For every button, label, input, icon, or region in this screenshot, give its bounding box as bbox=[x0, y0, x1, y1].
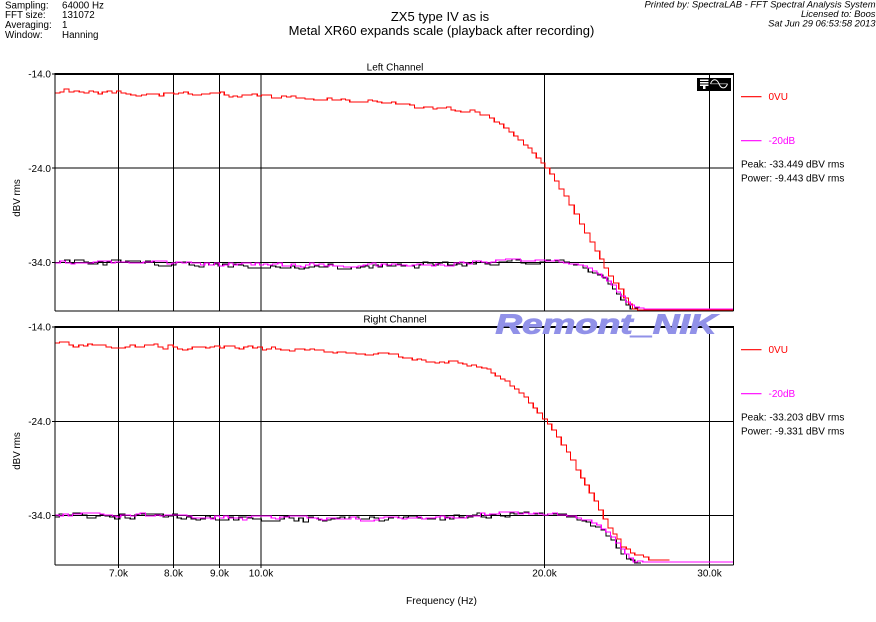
svg-text:ZX5 type IV as is: ZX5 type IV as is bbox=[391, 9, 490, 24]
svg-text:Sampling:: Sampling: bbox=[5, 0, 49, 11]
svg-text:-20dB: -20dB bbox=[769, 136, 796, 147]
svg-text:dBV rms: dBV rms bbox=[12, 179, 23, 217]
svg-text:30.0k: 30.0k bbox=[697, 568, 722, 579]
svg-text:Window:: Window: bbox=[5, 30, 43, 41]
svg-text:Peak: -33.449 dBV rms: Peak: -33.449 dBV rms bbox=[741, 159, 844, 170]
svg-text:0VU: 0VU bbox=[769, 92, 788, 103]
svg-text:Hanning: Hanning bbox=[62, 30, 99, 41]
svg-text:Left Channel: Left Channel bbox=[367, 62, 424, 73]
svg-text:-24.0: -24.0 bbox=[28, 417, 51, 428]
svg-text:-20dB: -20dB bbox=[769, 389, 796, 400]
svg-text:-24.0: -24.0 bbox=[28, 164, 51, 175]
svg-text:0VU: 0VU bbox=[769, 345, 788, 356]
svg-text:-14.0: -14.0 bbox=[28, 323, 51, 334]
svg-text:-34.0: -34.0 bbox=[28, 511, 51, 522]
svg-text:Licensed to: Boos: Licensed to: Boos bbox=[801, 8, 876, 19]
svg-text:1: 1 bbox=[62, 20, 67, 31]
svg-text:Metal XR60 expands scale (play: Metal XR60 expands scale (playback after… bbox=[289, 23, 595, 38]
svg-text:10.0k: 10.0k bbox=[249, 568, 274, 579]
svg-text:Power: -9.331 dBV rms: Power: -9.331 dBV rms bbox=[741, 427, 844, 438]
svg-text:Averaging:: Averaging: bbox=[5, 20, 52, 31]
svg-text:Right Channel: Right Channel bbox=[363, 314, 426, 325]
svg-text:dBV rms: dBV rms bbox=[12, 432, 23, 470]
svg-text:64000 Hz: 64000 Hz bbox=[62, 0, 104, 11]
svg-text:FFT size:: FFT size: bbox=[5, 10, 46, 21]
svg-text:Printed by: SpectraLAB - FFT S: Printed by: SpectraLAB - FFT Spectral An… bbox=[645, 0, 876, 9]
svg-text:Frequency (Hz): Frequency (Hz) bbox=[406, 596, 477, 607]
svg-text:131072: 131072 bbox=[62, 10, 95, 21]
svg-text:Power: -9.443 dBV rms: Power: -9.443 dBV rms bbox=[741, 174, 844, 185]
svg-text:9.0k: 9.0k bbox=[210, 568, 230, 579]
svg-text:-34.0: -34.0 bbox=[28, 258, 51, 269]
svg-text:-14.0: -14.0 bbox=[28, 70, 51, 81]
svg-text:7.0k: 7.0k bbox=[109, 568, 129, 579]
svg-text:Peak: -33.203 dBV rms: Peak: -33.203 dBV rms bbox=[741, 412, 844, 423]
svg-text:20.0k: 20.0k bbox=[532, 568, 557, 579]
svg-text:8.0k: 8.0k bbox=[164, 568, 184, 579]
svg-text:Sat Jun 29 06:53:58 2013: Sat Jun 29 06:53:58 2013 bbox=[768, 18, 876, 29]
svg-text:Remont_NIK: Remont_NIK bbox=[496, 308, 719, 340]
